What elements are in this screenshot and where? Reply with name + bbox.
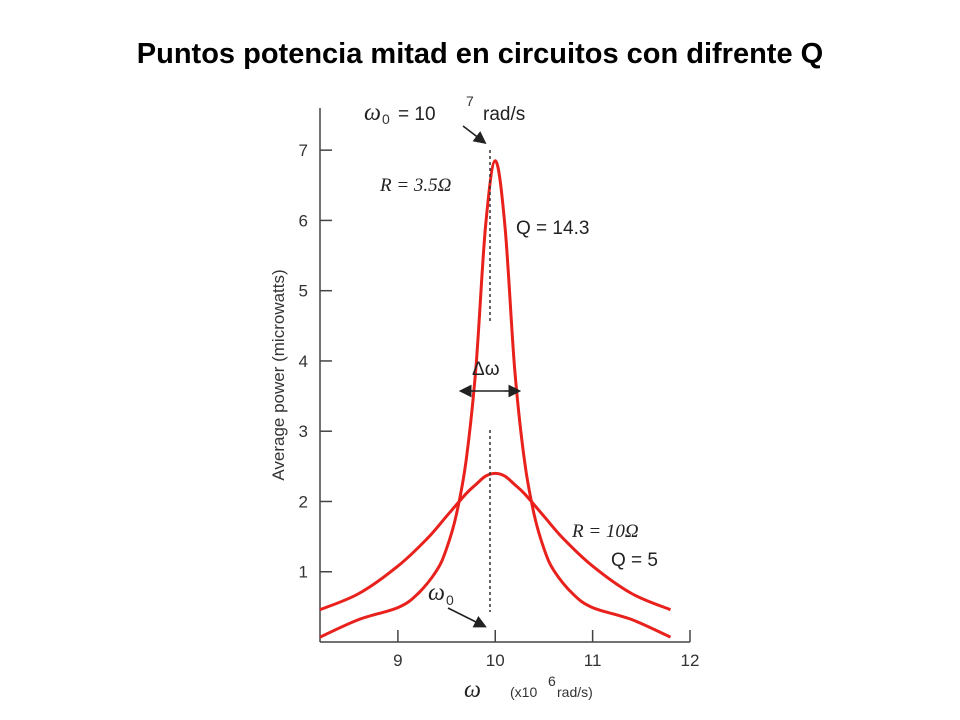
bottom-arrow bbox=[447, 607, 487, 628]
y-tick-label: 1 bbox=[299, 563, 308, 582]
q2-label: Q = 5 bbox=[611, 550, 658, 571]
x-unit-exponent: 6 bbox=[548, 673, 556, 689]
x-tick-label: 12 bbox=[681, 651, 700, 670]
r1-label: R = 3.5Ω bbox=[379, 175, 452, 196]
top-equation: = 10 bbox=[398, 104, 436, 125]
y-tick-label: 6 bbox=[299, 211, 308, 230]
x-axis-label: ω bbox=[464, 677, 481, 703]
series-line-low-q bbox=[319, 471, 672, 612]
y-tick-label: 3 bbox=[299, 422, 308, 441]
bottom-omega-subscript: 0 bbox=[446, 592, 454, 608]
annotations: ω 0 = 10 7 rad/s R = 3.5Ω Q = 14.3 Δω R … bbox=[269, 93, 658, 703]
series-line-high-q bbox=[319, 159, 672, 639]
top-omega-symbol: ω bbox=[364, 100, 381, 126]
curves bbox=[319, 159, 672, 639]
x-unit-suffix: rad/s) bbox=[557, 684, 593, 700]
peak-arrow bbox=[462, 125, 487, 144]
y-tick-label: 4 bbox=[299, 352, 308, 371]
slide-title: Puntos potencia mitad en circuitos con d… bbox=[136, 38, 824, 70]
bottom-omega-symbol: ω bbox=[428, 580, 445, 606]
y-tick-label: 7 bbox=[299, 141, 308, 160]
x-tick-label: 9 bbox=[393, 651, 402, 670]
y-tick-label: 2 bbox=[299, 492, 308, 511]
delta-omega-label: Δω bbox=[472, 359, 500, 380]
y-axis-label: Average power (microwatts) bbox=[269, 269, 288, 480]
axes bbox=[319, 108, 690, 643]
top-exponent: 7 bbox=[466, 93, 474, 109]
y-tick-label: 5 bbox=[299, 282, 308, 301]
x-unit-prefix: (x10 bbox=[510, 684, 537, 700]
x-tick-label: 11 bbox=[584, 651, 602, 670]
top-unit: rad/s bbox=[483, 104, 525, 125]
top-omega-subscript: 0 bbox=[382, 111, 390, 127]
r2-label: R = 10Ω bbox=[571, 521, 639, 542]
q1-label: Q = 14.3 bbox=[516, 218, 589, 239]
x-tick-label: 10 bbox=[486, 651, 505, 670]
